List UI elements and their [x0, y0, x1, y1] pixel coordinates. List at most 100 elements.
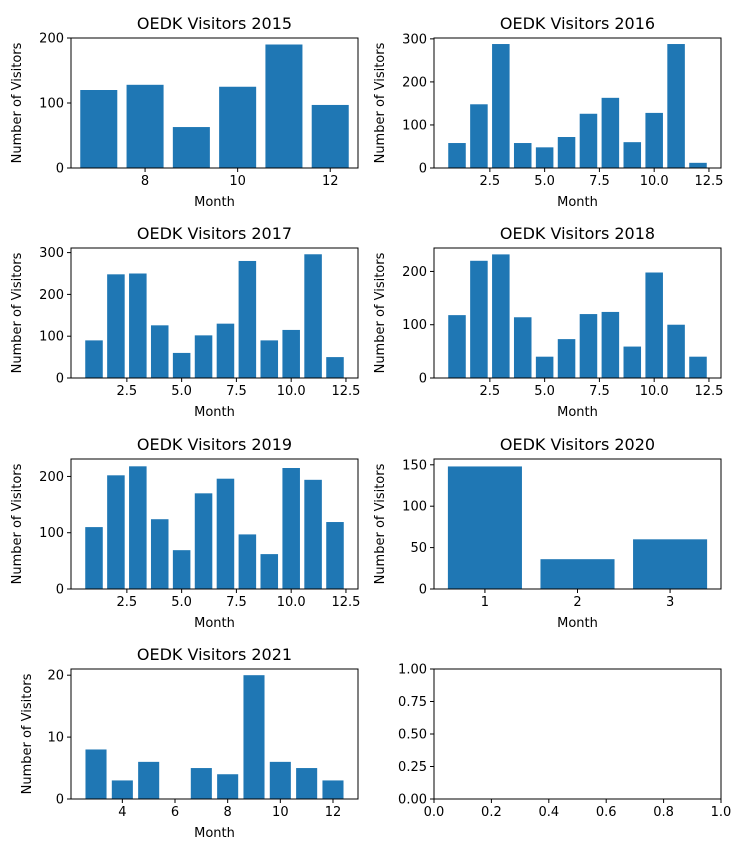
bar-12 — [326, 357, 344, 378]
y-tick-label: 0 — [419, 583, 427, 598]
x-tick-label: 10 — [229, 174, 246, 189]
y-tick-label: 150 — [402, 458, 427, 473]
axes-frame — [433, 247, 722, 379]
bar-3 — [129, 273, 147, 378]
y-tick-label: 0.50 — [398, 728, 427, 743]
y-tick-label: 0 — [56, 162, 64, 177]
bar-10 — [645, 272, 663, 378]
y-tick-label: 100 — [402, 318, 427, 333]
chart-title: OEDK Visitors 2015 — [137, 14, 292, 33]
bar-10 — [269, 761, 291, 799]
x-tick-label: 7.5 — [226, 595, 247, 610]
bar-7 — [579, 113, 598, 168]
bar-9 — [260, 340, 279, 378]
chart-title: OEDK Visitors 2018 — [500, 224, 655, 243]
axes-frame — [70, 668, 359, 800]
subplot-1: 8 10 12 0 100 200 OEDK Visitors 2015 Month Numbe… — [10, 14, 359, 210]
chart-title: OEDK Visitors 2020 — [500, 435, 655, 454]
y-tick-label: 200 — [402, 265, 427, 280]
x-axis-label: Month — [194, 826, 235, 841]
x-tick-label: 10.0 — [640, 174, 669, 189]
x-tick-label: 5.0 — [534, 384, 555, 399]
bar-1 — [85, 527, 103, 589]
bar-10 — [282, 329, 300, 378]
y-tick-label: 1.00 — [398, 663, 427, 678]
y-axis-label: Number of Visitors — [373, 463, 388, 584]
bar-7 — [80, 90, 118, 168]
y-tick-label: 0.00 — [398, 793, 427, 808]
bar-10 — [219, 86, 257, 168]
bar-6 — [194, 493, 213, 589]
bar-3 — [85, 749, 107, 799]
bar-6 — [557, 339, 576, 378]
y-tick-label: 100 — [39, 97, 64, 112]
y-axis-label: Number of Visitors — [373, 42, 388, 163]
y-tick-label: 100 — [39, 330, 64, 345]
subplot-2: 2.5 5.0 7.5 10.0 12.5 0 100 200 300 OEDK Visitors… — [373, 14, 723, 210]
axes-frame — [70, 247, 359, 379]
bar-9 — [623, 346, 642, 378]
x-axis-label: Month — [557, 405, 598, 420]
x-tick-label: 10.0 — [277, 384, 306, 399]
bar-2 — [470, 104, 488, 168]
bar-11 — [265, 44, 303, 168]
subplot-8: 0.0 0.2 0.4 0.6 0.8 1.0 0.00 0.25 0.50 0.75 1.00 — [398, 663, 731, 821]
x-tick-label: 2 — [573, 595, 581, 610]
bar-1 — [448, 143, 466, 168]
chart-title: OEDK Visitors 2021 — [137, 645, 292, 664]
y-axis-label: Number of Visitors — [10, 463, 25, 584]
x-tick-label: 4 — [118, 805, 126, 820]
x-axis-label: Month — [194, 616, 235, 631]
x-tick-label: 12.5 — [694, 174, 723, 189]
x-tick-label: 7.5 — [589, 384, 610, 399]
subplot-6: 1 2 3 0 50 100 150 OEDK Visitors 2020 Month Numbe… — [373, 435, 722, 631]
subplot-7: 4 6 8 10 12 0 10 20 OEDK Visitors 2021 Month Numbe… — [20, 645, 359, 841]
x-axis-label: Month — [194, 195, 235, 210]
x-tick-label: 0.2 — [481, 805, 502, 820]
x-tick-label: 10.0 — [277, 595, 306, 610]
bar-8 — [238, 260, 257, 378]
bar-2 — [107, 475, 125, 589]
bar-5 — [535, 356, 554, 378]
x-tick-label: 0.4 — [538, 805, 559, 820]
y-tick-label: 200 — [402, 75, 427, 90]
x-tick-label: 0.0 — [424, 805, 445, 820]
bar-7 — [190, 768, 212, 799]
bar-12 — [322, 780, 344, 799]
y-tick-label: 50 — [410, 541, 427, 556]
y-tick-label: 100 — [402, 500, 427, 515]
bar-8 — [126, 84, 164, 168]
y-tick-label: 0.75 — [398, 695, 427, 710]
bar-4 — [111, 780, 133, 799]
y-tick-label: 100 — [39, 526, 64, 541]
bar-1 — [448, 315, 466, 378]
bar-6 — [557, 137, 576, 168]
y-tick-label: 300 — [39, 246, 64, 261]
x-tick-label: 7.5 — [226, 384, 247, 399]
bar-9 — [623, 142, 642, 168]
x-tick-label: 12.5 — [331, 595, 360, 610]
bar-6 — [194, 335, 213, 378]
bar-4 — [150, 519, 169, 589]
x-tick-label: 5.0 — [171, 595, 192, 610]
bar-12 — [311, 104, 349, 168]
bar-11 — [667, 324, 685, 378]
y-tick-label: 200 — [39, 470, 64, 485]
y-tick-label: 0 — [56, 372, 64, 387]
x-tick-label: 0.8 — [653, 805, 674, 820]
chart-title: OEDK Visitors 2019 — [137, 435, 292, 454]
bar-9 — [243, 675, 265, 799]
x-tick-label: 1.0 — [711, 805, 732, 820]
x-tick-label: 12 — [322, 174, 339, 189]
bar-3 — [492, 254, 510, 378]
bar-3 — [633, 539, 708, 589]
axes-frame — [70, 458, 359, 590]
bar-8 — [601, 311, 620, 378]
bar-7 — [216, 478, 235, 589]
x-tick-label: 6 — [171, 805, 179, 820]
bar-2 — [107, 274, 125, 378]
x-tick-label: 8 — [141, 174, 149, 189]
bar-5 — [535, 147, 554, 168]
bar-11 — [304, 254, 322, 378]
bar-11 — [304, 479, 322, 589]
